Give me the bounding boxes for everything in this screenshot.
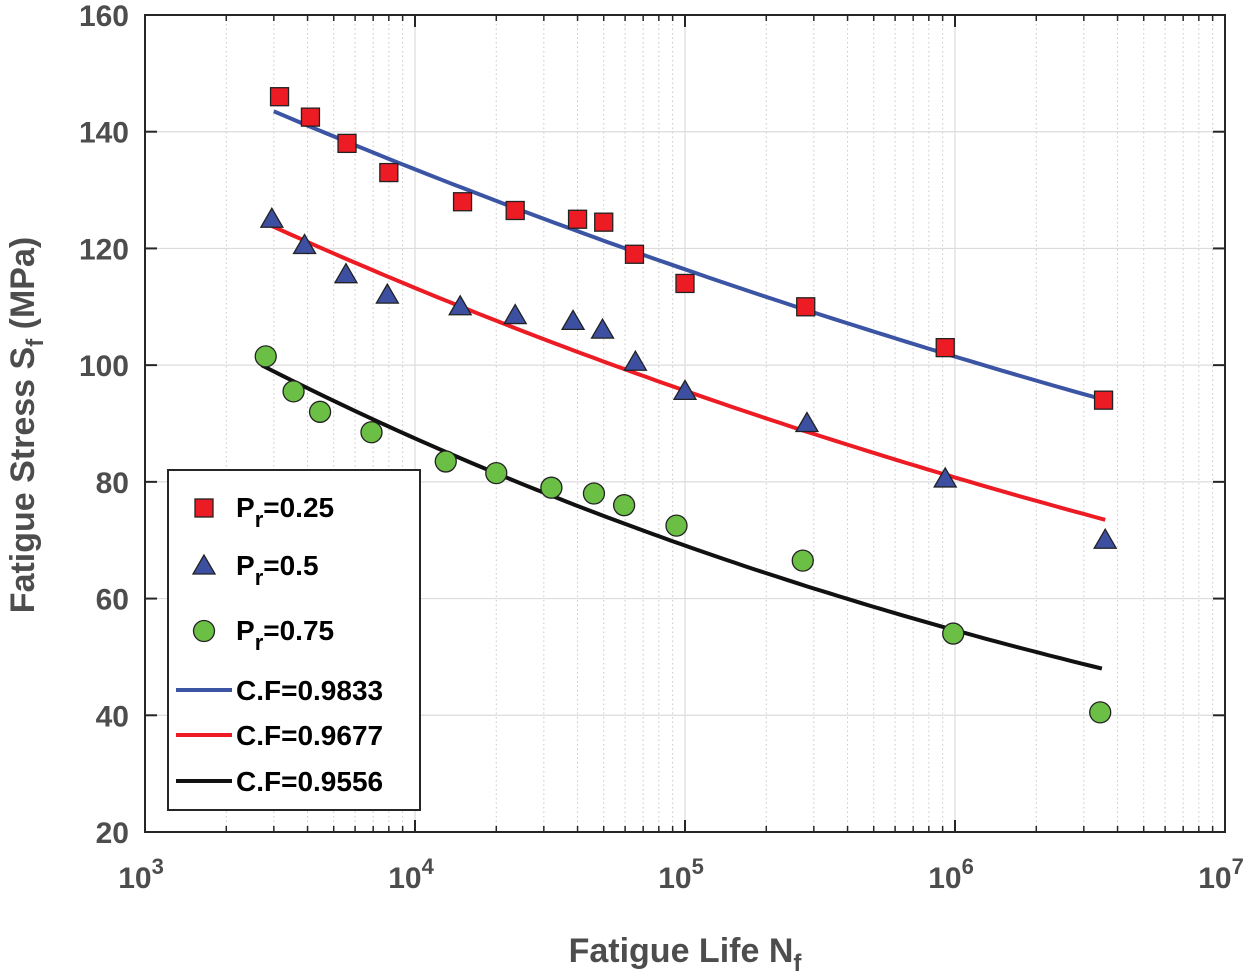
x-tick-label: 104 bbox=[388, 854, 434, 895]
data-point bbox=[560, 309, 586, 331]
axis-ticks bbox=[144, 14, 1226, 833]
legend-label: Pr=0.75 bbox=[236, 615, 334, 655]
data-point bbox=[1093, 527, 1118, 549]
y-tick-label: 40 bbox=[96, 700, 129, 733]
data-markers bbox=[254, 87, 1118, 724]
data-point bbox=[300, 107, 321, 127]
data-point bbox=[1089, 701, 1112, 724]
data-point bbox=[375, 282, 400, 304]
legend-label: Pr=0.25 bbox=[236, 492, 334, 532]
data-point bbox=[434, 450, 457, 473]
axis-tick-labels: 103 104 105 106 107 20 40 60 80 100 120 140 160 bbox=[79, 0, 1244, 895]
data-point bbox=[540, 476, 563, 499]
data-point bbox=[590, 317, 615, 339]
x-tick-label: 103 bbox=[118, 854, 164, 895]
legend-marker bbox=[194, 498, 214, 518]
legend: Pr=0.25 Pr=0.5 Pr=0.75 C.F=0.9833 C.F=0.9677… bbox=[167, 469, 421, 811]
y-tick-label: 80 bbox=[96, 467, 129, 500]
y-tick-label: 140 bbox=[79, 117, 129, 150]
data-point bbox=[337, 133, 357, 154]
data-point bbox=[259, 206, 284, 228]
data-point bbox=[448, 294, 473, 316]
data-point bbox=[505, 200, 525, 221]
data-point bbox=[612, 494, 636, 517]
data-point bbox=[672, 379, 698, 401]
data-point bbox=[675, 273, 695, 294]
data-point bbox=[665, 514, 688, 537]
data-point bbox=[485, 461, 508, 485]
legend-label: C.F=0.9677 bbox=[236, 720, 383, 751]
data-point bbox=[503, 303, 528, 325]
y-tick-label: 100 bbox=[79, 350, 129, 383]
data-point bbox=[360, 421, 383, 444]
data-point bbox=[791, 549, 814, 572]
data-point bbox=[624, 244, 645, 264]
data-point bbox=[935, 337, 955, 358]
legend-label: C.F=0.9556 bbox=[236, 766, 383, 797]
fit-curve bbox=[273, 109, 1106, 403]
legend-marker bbox=[192, 619, 216, 643]
data-point bbox=[796, 297, 816, 317]
data-point bbox=[292, 233, 317, 255]
data-point bbox=[282, 380, 305, 403]
x-tick-label: 105 bbox=[658, 854, 704, 895]
y-tick-label: 20 bbox=[96, 817, 129, 850]
x-tick-label: 106 bbox=[928, 854, 974, 895]
legend-marker bbox=[191, 553, 217, 575]
data-point bbox=[269, 87, 290, 107]
data-point bbox=[452, 192, 473, 212]
data-point bbox=[1093, 390, 1114, 410]
legend-label: Pr=0.5 bbox=[236, 550, 319, 590]
x-tick-label: 107 bbox=[1198, 854, 1244, 895]
data-point bbox=[933, 466, 958, 488]
x-axis-label: Fatigue Life Nf bbox=[569, 932, 803, 974]
y-tick-label: 120 bbox=[79, 233, 129, 266]
y-axis-label: Fatigue Stress Sf (MPa) bbox=[4, 237, 49, 613]
data-point bbox=[623, 349, 648, 371]
y-tick-label: 160 bbox=[79, 0, 129, 33]
data-point bbox=[379, 162, 399, 183]
data-point bbox=[794, 411, 820, 433]
y-tick-label: 60 bbox=[96, 584, 129, 617]
data-point bbox=[582, 482, 606, 505]
data-point bbox=[942, 622, 965, 645]
data-point bbox=[308, 400, 332, 423]
data-point bbox=[567, 209, 588, 229]
data-point bbox=[333, 262, 359, 284]
data-point bbox=[254, 345, 277, 368]
legend-label: C.F=0.9833 bbox=[236, 675, 383, 706]
data-point bbox=[594, 212, 614, 232]
